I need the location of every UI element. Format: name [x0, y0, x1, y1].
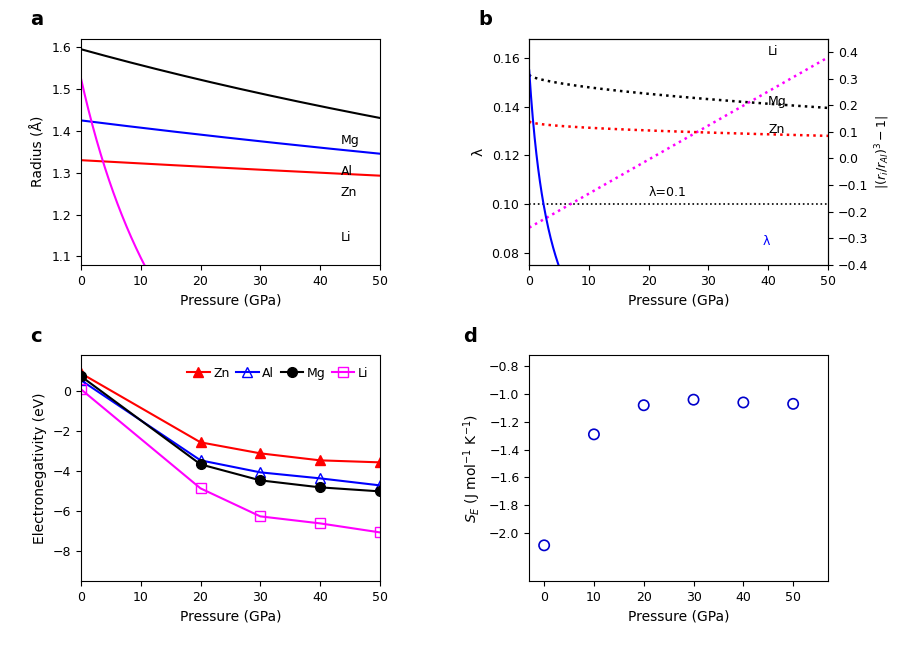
Li [374, 528, 385, 536]
Al [76, 377, 86, 384]
Text: a: a [31, 10, 43, 29]
Li [76, 386, 86, 393]
Zn [374, 459, 385, 466]
Zn [195, 439, 206, 446]
Point [587, 429, 601, 439]
Mg [374, 488, 385, 495]
Text: Li: Li [769, 45, 778, 57]
Y-axis label: Electronegativity (eV): Electronegativity (eV) [33, 393, 47, 544]
Text: Mg: Mg [341, 134, 360, 147]
Point [786, 399, 800, 409]
X-axis label: Pressure (GPa): Pressure (GPa) [628, 610, 729, 623]
Point [687, 395, 701, 405]
X-axis label: Pressure (GPa): Pressure (GPa) [180, 293, 281, 307]
Text: c: c [31, 327, 41, 346]
Zn [76, 370, 86, 377]
Mg [195, 461, 206, 468]
Zn [255, 450, 266, 457]
Line: Mg: Mg [76, 371, 384, 496]
X-axis label: Pressure (GPa): Pressure (GPa) [180, 610, 281, 623]
Text: Zn: Zn [341, 186, 357, 199]
Text: Mg: Mg [769, 95, 787, 109]
Li [195, 484, 206, 492]
Point [636, 400, 651, 410]
Mg [315, 483, 326, 491]
Point [736, 397, 751, 408]
Line: Zn: Zn [76, 368, 384, 467]
Point [537, 540, 552, 550]
Legend: Zn, Al, Mg, Li: Zn, Al, Mg, Li [182, 362, 374, 384]
Y-axis label: λ: λ [472, 148, 486, 156]
Line: Al: Al [76, 375, 384, 490]
Y-axis label: $S_E$ (J mol$^{-1}$ K$^{-1}$): $S_E$ (J mol$^{-1}$ K$^{-1}$) [462, 414, 483, 523]
Text: λ: λ [762, 235, 770, 249]
Y-axis label: $|(r_i/r_{Al})^3-1|$: $|(r_i/r_{Al})^3-1|$ [874, 115, 892, 189]
Zn [315, 457, 326, 464]
Text: Zn: Zn [769, 123, 785, 136]
Al [195, 457, 206, 464]
Text: b: b [479, 10, 492, 29]
Text: d: d [464, 327, 477, 346]
Text: Li: Li [341, 231, 352, 244]
Al [374, 481, 385, 489]
Mg [255, 477, 266, 484]
Li [255, 512, 266, 520]
X-axis label: Pressure (GPa): Pressure (GPa) [628, 293, 729, 307]
Y-axis label: Radius (Å): Radius (Å) [32, 116, 46, 187]
Al [315, 474, 326, 482]
Text: λ=0.1: λ=0.1 [649, 185, 687, 198]
Al [255, 468, 266, 476]
Line: Li: Li [76, 384, 384, 537]
Text: Al: Al [341, 165, 353, 178]
Li [315, 519, 326, 527]
Mg [76, 373, 86, 380]
